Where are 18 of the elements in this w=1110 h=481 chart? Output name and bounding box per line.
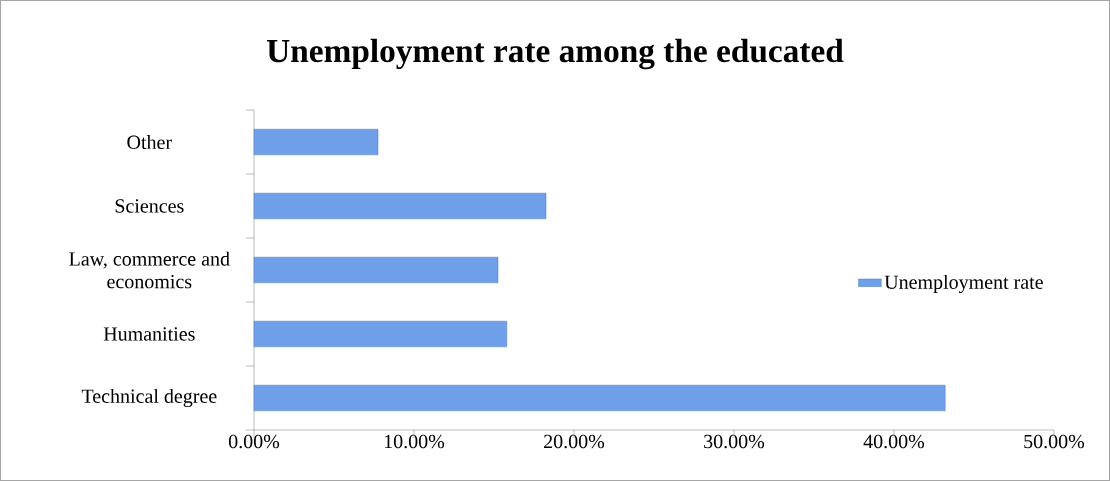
x-tick-label: 20.00% (544, 434, 605, 449)
y-tick-label: Other (127, 134, 172, 150)
chart-title: Unemployment rate among the educated (267, 38, 844, 70)
y-tick-label: Humanities (103, 327, 195, 341)
bar (253, 320, 508, 348)
bar (253, 128, 379, 156)
x-tick-label: 10.00% (384, 434, 445, 449)
y-tick-label: Law, commerce and economics (69, 251, 230, 289)
x-tick-label: 30.00% (704, 434, 765, 449)
bar (253, 192, 547, 220)
bar (253, 384, 946, 412)
x-tick-label: 0.00% (228, 434, 280, 449)
y-tick-label: Technical degree (81, 388, 217, 408)
y-tick-label: Sciences (115, 199, 184, 213)
x-tick-label: 40.00% (863, 434, 925, 449)
x-tick-label: 50.00% (1024, 434, 1085, 449)
bar (253, 256, 499, 284)
legend-label: Unemployment rate (884, 274, 1043, 294)
